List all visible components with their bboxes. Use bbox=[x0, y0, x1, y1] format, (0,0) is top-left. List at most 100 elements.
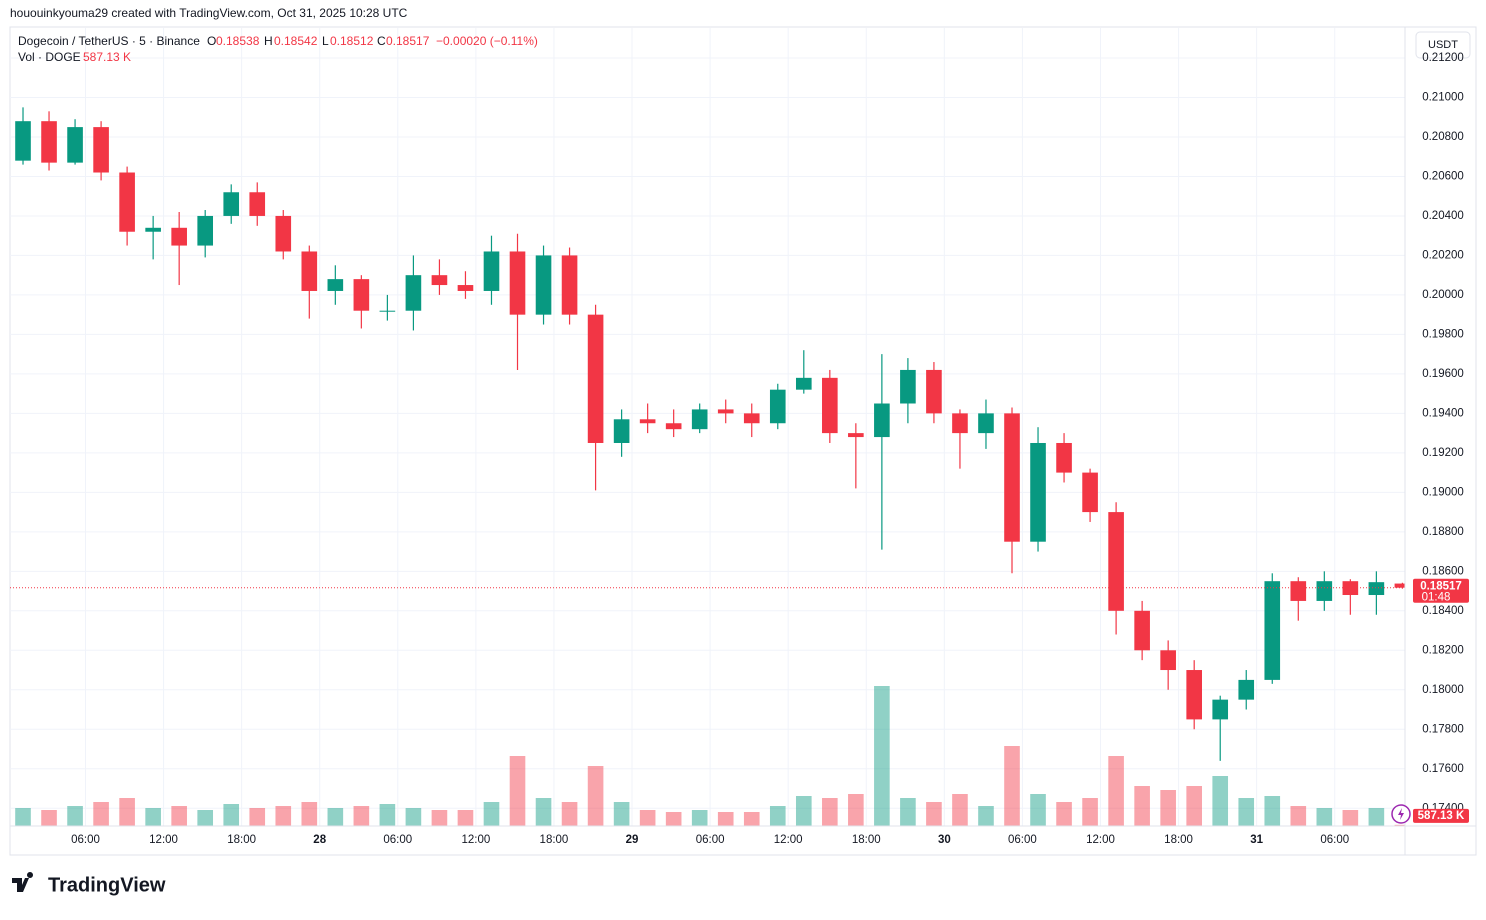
volume-title: Vol · DOGE bbox=[18, 50, 81, 64]
y-tick-label: 0.17800 bbox=[1422, 723, 1464, 735]
y-tick-label: 0.18400 bbox=[1422, 605, 1464, 617]
volume-bar bbox=[561, 802, 578, 826]
candle-body bbox=[353, 279, 370, 311]
pane-frame bbox=[9, 26, 1477, 856]
volume-bar bbox=[822, 798, 838, 826]
candle-body bbox=[405, 275, 422, 311]
candle-body bbox=[1186, 670, 1202, 720]
volume-bar bbox=[67, 806, 83, 826]
volume-bar bbox=[1160, 790, 1176, 826]
candle-body bbox=[275, 215, 292, 252]
candle-body bbox=[327, 279, 344, 291]
logo: TradingView bbox=[12, 872, 166, 896]
y-tick-label: 0.20800 bbox=[1422, 131, 1464, 143]
candle-body bbox=[535, 255, 552, 315]
candle-body bbox=[978, 413, 994, 434]
volume-bar bbox=[1134, 786, 1150, 826]
x-tick-label: 18:00 bbox=[1164, 834, 1193, 846]
x-tick-label: 12:00 bbox=[461, 834, 490, 846]
candle-body bbox=[639, 419, 656, 424]
candle-body bbox=[1056, 442, 1072, 473]
x-tick-label: 18:00 bbox=[852, 834, 881, 846]
candle-body bbox=[197, 215, 214, 246]
currency-button[interactable] bbox=[1415, 31, 1471, 59]
candle-body bbox=[561, 255, 578, 315]
plot bbox=[10, 28, 1405, 826]
ohlc-letter: H bbox=[264, 34, 273, 48]
volume-bar bbox=[327, 808, 344, 826]
volume-bar bbox=[171, 806, 187, 826]
volume-bar bbox=[1108, 756, 1124, 826]
ohlc-letter: O bbox=[207, 34, 216, 48]
candle-body bbox=[1316, 581, 1333, 601]
volume-bar bbox=[926, 802, 942, 826]
volume-bar bbox=[1342, 810, 1359, 826]
ohlc-value: 0.18517 bbox=[386, 34, 430, 48]
x-tick-label: 18:00 bbox=[540, 834, 569, 846]
candle-body bbox=[1290, 581, 1307, 601]
volume-bar bbox=[1264, 796, 1281, 826]
volume-bar bbox=[743, 812, 760, 826]
volume-bar bbox=[613, 802, 630, 826]
x-tick-label: 06:00 bbox=[1008, 834, 1037, 846]
y-tick-label: 0.21200 bbox=[1422, 52, 1464, 64]
volume-bar bbox=[1004, 746, 1020, 826]
candle-body bbox=[93, 127, 109, 173]
volume-bar bbox=[119, 798, 135, 826]
volume-bar bbox=[900, 798, 916, 826]
volume-bar bbox=[952, 794, 968, 826]
candle-body bbox=[223, 192, 240, 216]
y-tick-label: 0.18600 bbox=[1422, 565, 1464, 577]
last-price-box bbox=[1413, 578, 1469, 603]
candle-body bbox=[249, 192, 266, 216]
volume-bar bbox=[405, 808, 422, 826]
volume-bar bbox=[535, 798, 552, 826]
volume-bar bbox=[301, 802, 318, 826]
x-tick-label: 06:00 bbox=[71, 834, 100, 846]
candle-body bbox=[1030, 442, 1046, 542]
candle-body bbox=[1238, 679, 1255, 700]
x-tick-label: 12:00 bbox=[149, 834, 178, 846]
candle-body bbox=[587, 314, 604, 443]
candle-body bbox=[1342, 581, 1359, 596]
candle-body bbox=[483, 251, 500, 291]
candle-body bbox=[1134, 610, 1150, 651]
volume-bar bbox=[665, 812, 682, 826]
volume-bar bbox=[769, 806, 786, 826]
volume-bar bbox=[1212, 776, 1229, 826]
currency[interactable]: USDT bbox=[1428, 39, 1458, 51]
volume-bar bbox=[1186, 786, 1202, 826]
logo-icon bbox=[12, 872, 34, 892]
ohlc-value: 0.18542 bbox=[274, 34, 318, 48]
candle-body bbox=[15, 121, 31, 161]
candle-body bbox=[926, 369, 942, 414]
volume-bar bbox=[483, 802, 500, 826]
y-tick-label: 0.18200 bbox=[1422, 644, 1464, 656]
volume-bar bbox=[431, 810, 448, 826]
symbol-title: Dogecoin / TetherUS · 5 · Binance bbox=[18, 34, 200, 48]
x-tick-label: 12:00 bbox=[774, 834, 803, 846]
candle-body bbox=[1082, 472, 1098, 513]
y-tick-label: 0.18800 bbox=[1422, 526, 1464, 538]
volume-bar bbox=[1238, 798, 1255, 826]
candle-body bbox=[431, 275, 448, 286]
volume-bar bbox=[848, 794, 864, 826]
volume-bar bbox=[1056, 802, 1072, 826]
volume-bar bbox=[93, 802, 109, 826]
volume-bar bbox=[1316, 808, 1333, 826]
ohlc-letter: C bbox=[377, 34, 386, 48]
candle-body bbox=[1108, 512, 1124, 611]
volume-bar bbox=[223, 804, 240, 826]
volume-bar bbox=[41, 810, 57, 826]
x-tick-label: 30 bbox=[938, 834, 951, 846]
candle-body bbox=[900, 369, 916, 404]
y-tick-label: 0.21000 bbox=[1422, 92, 1464, 104]
volume-bar bbox=[353, 806, 370, 826]
candle-body bbox=[795, 377, 812, 390]
candle-body bbox=[145, 227, 161, 232]
candle-body bbox=[1394, 583, 1405, 588]
candle-body bbox=[119, 172, 135, 232]
volume-label-box bbox=[1413, 808, 1469, 823]
